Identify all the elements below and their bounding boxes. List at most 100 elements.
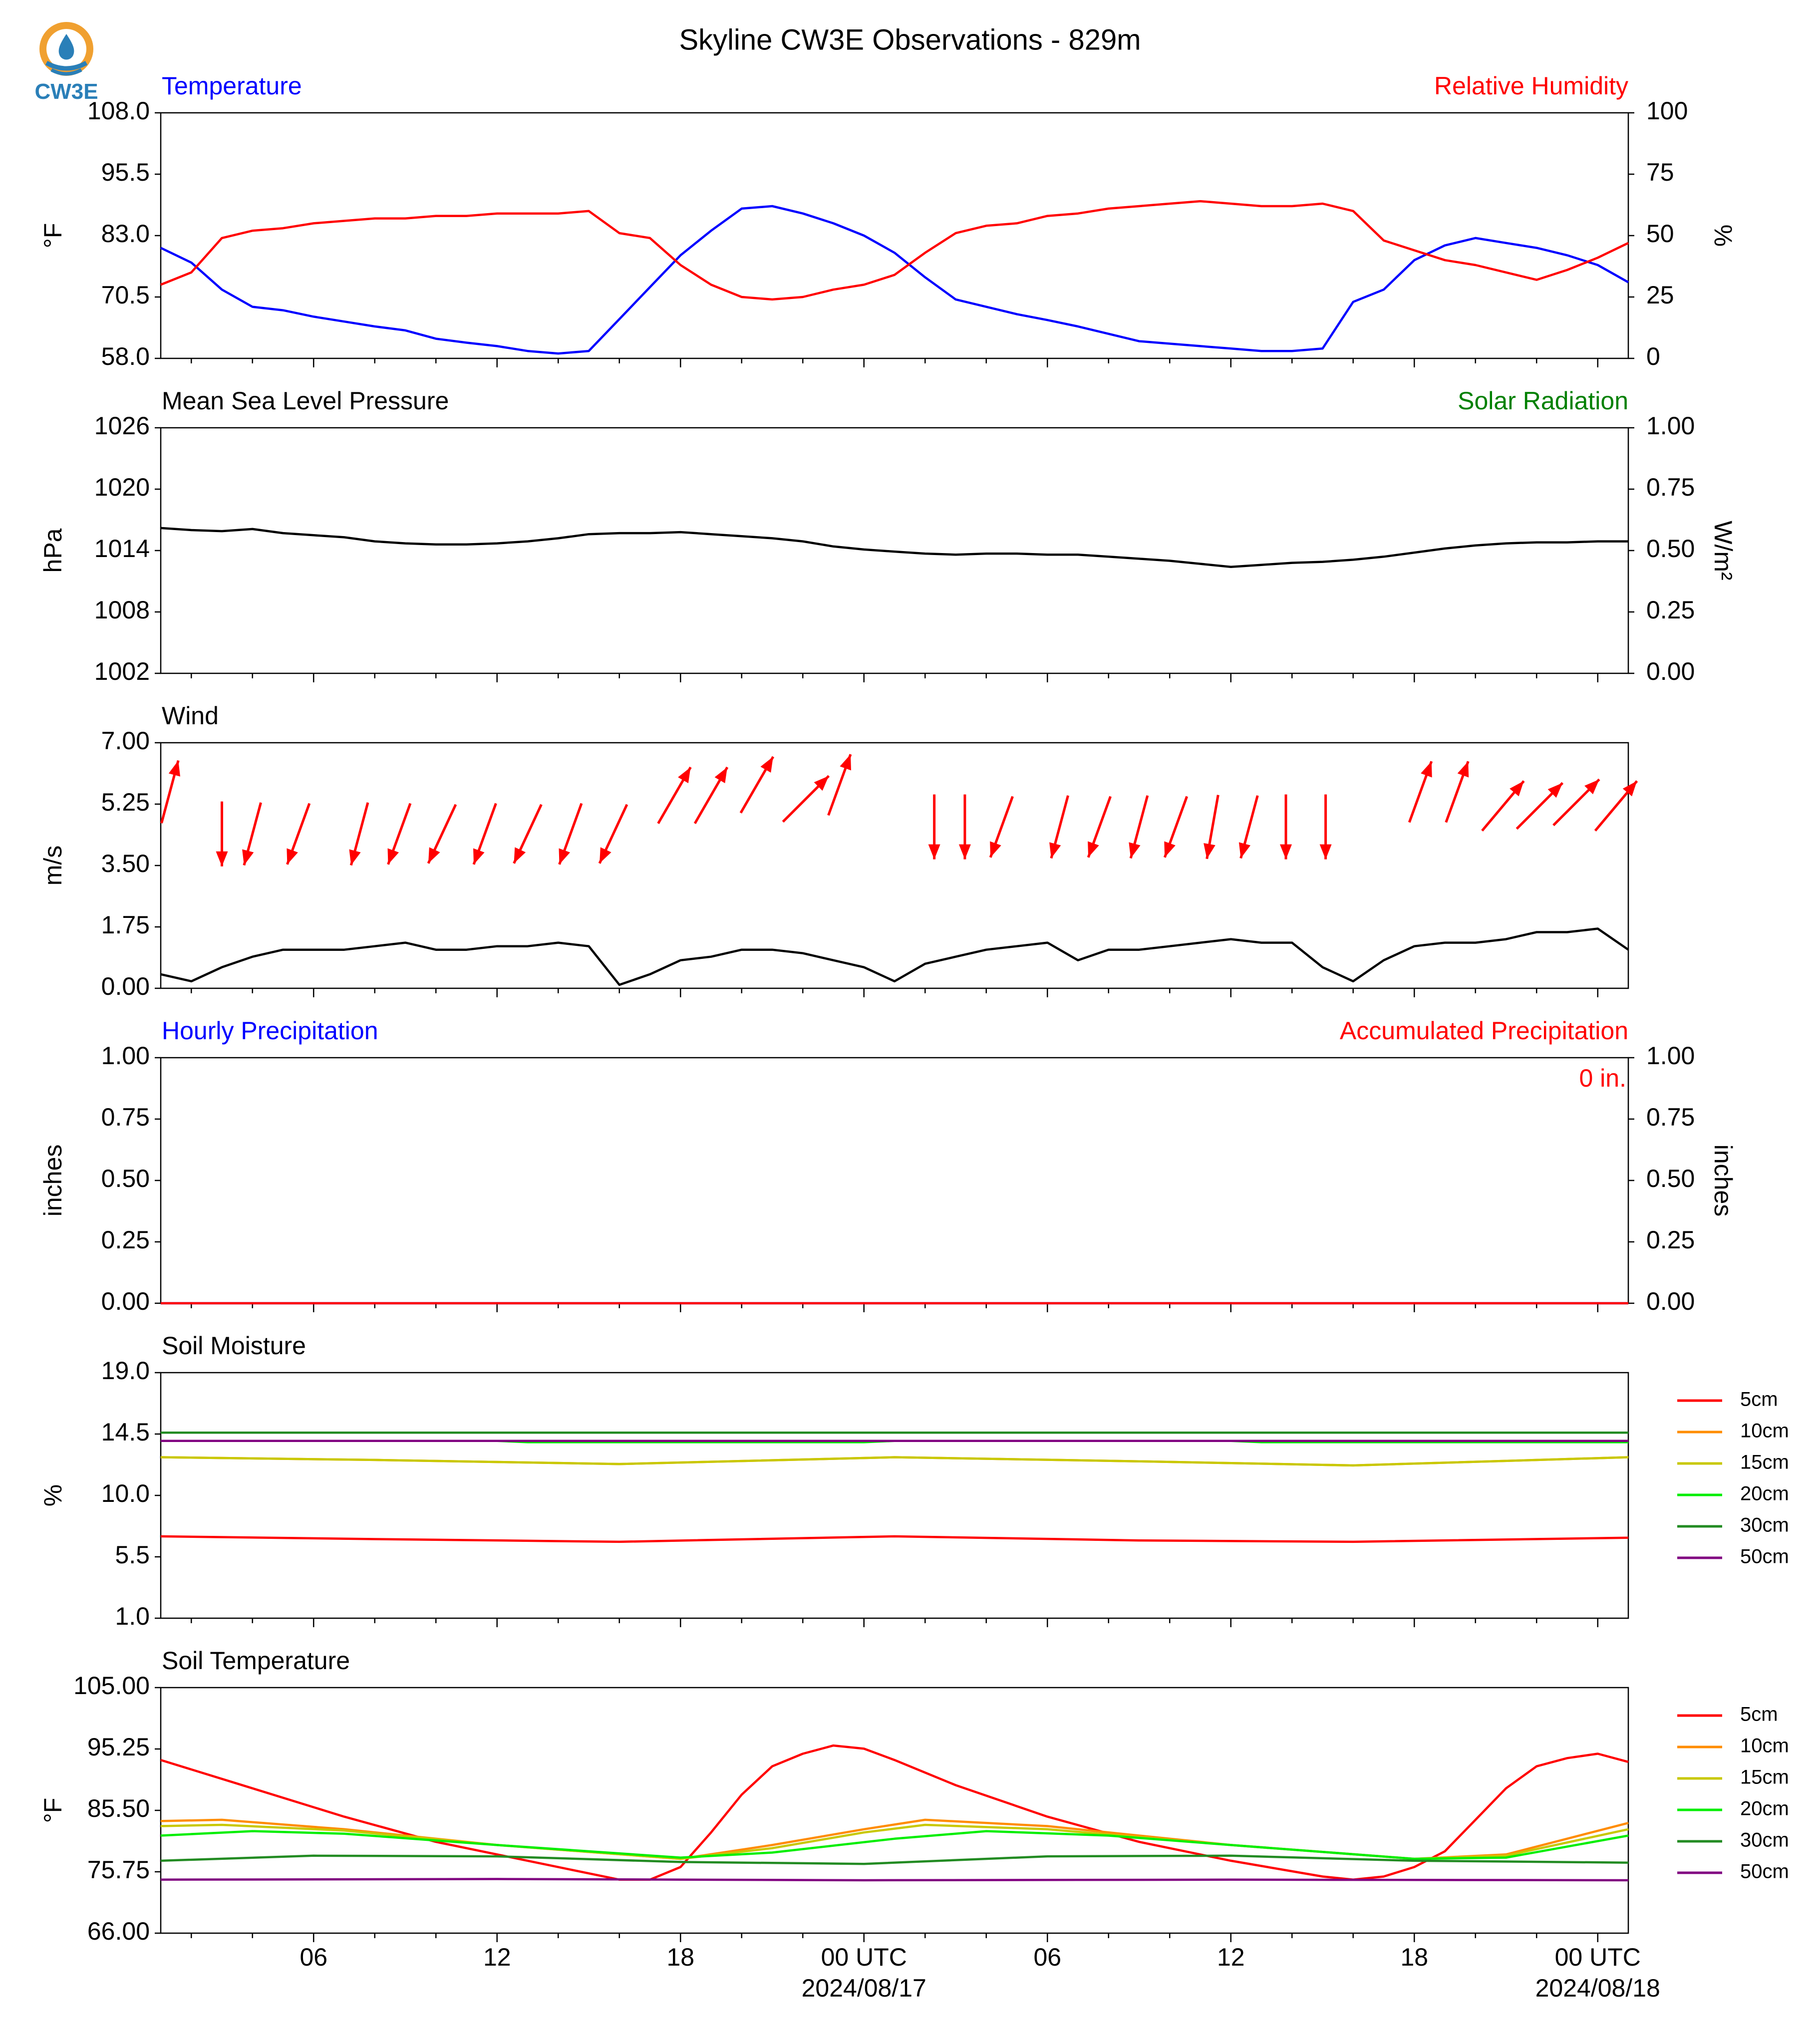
soil_moisture-legend-label: 30cm <box>1740 1514 1789 1536</box>
cw3e-logo: CW3E <box>29 15 104 104</box>
temperature-left-tick-label: 108.0 <box>87 97 150 125</box>
wind-arrow-head <box>514 847 526 864</box>
pressure-left-title: Mean Sea Level Pressure <box>162 387 449 415</box>
soil_moisture-series-5cm <box>160 1535 1629 1543</box>
x-tick-label: 06 <box>300 1943 327 1971</box>
soil_temp-legend-label: 50cm <box>1740 1861 1789 1883</box>
soil_temp-series-30cm <box>160 1854 1629 1865</box>
precip-right-tick-label: 0.00 <box>1646 1287 1695 1315</box>
wind-ylabel-left: m/s <box>39 846 67 886</box>
temperature-left-tick-label: 83.0 <box>101 220 150 248</box>
temperature-right-tick-label: 75 <box>1646 158 1674 186</box>
precip-right-tick-label: 0.75 <box>1646 1103 1695 1131</box>
temperature-series-relative-humidity <box>160 200 1629 301</box>
pressure-ylabel-left: hPa <box>39 528 67 573</box>
pressure-right-tick-label: 0.00 <box>1646 657 1695 685</box>
soil_temp-left-tick-label: 105.00 <box>73 1672 150 1700</box>
wind-arrow-head <box>428 847 440 864</box>
wind-arrow-head <box>168 760 181 777</box>
wind-arrow-head <box>559 848 571 865</box>
temperature-left-title: Temperature <box>162 72 302 100</box>
precip-left-tick-label: 1.00 <box>101 1042 150 1070</box>
soil_temp-legend-label: 10cm <box>1740 1735 1789 1757</box>
wind-arrow-head <box>242 849 254 866</box>
wind-left-title: Wind <box>162 702 219 730</box>
soil_moisture-left-tick-label: 10.0 <box>101 1479 150 1507</box>
wind-arrow-head <box>678 767 691 784</box>
x-date-label: 2024/08/17 <box>802 1974 926 2002</box>
wind-arrow-head <box>1421 761 1432 778</box>
soil_moisture-ylabel-left: % <box>39 1484 67 1506</box>
soil_temp-left-tick-label: 85.50 <box>87 1794 150 1822</box>
pressure-left-tick-label: 1008 <box>94 596 150 624</box>
soil_moisture-legend-label: 5cm <box>1740 1389 1778 1411</box>
wind-left-tick-label: 7.00 <box>101 727 150 755</box>
wind-frame <box>160 742 1629 989</box>
precip-ylabel-right: inches <box>1709 1145 1737 1217</box>
wind-arrow-head <box>1238 842 1251 859</box>
precip-frame <box>160 1057 1629 1304</box>
temperature-left-tick-label: 58.0 <box>101 342 150 370</box>
wind-arrow-head <box>349 849 361 866</box>
soil_moisture-legend-label: 15cm <box>1740 1451 1789 1473</box>
x-tick-label: 00 UTC <box>821 1943 907 1971</box>
x-tick-label: 00 UTC <box>1555 1943 1641 1971</box>
pressure-right-tick-label: 1.00 <box>1646 412 1695 440</box>
soil_temp-ylabel-left: °F <box>39 1798 67 1823</box>
wind-left-tick-label: 3.50 <box>101 850 150 877</box>
wind-arrow-head <box>814 776 829 791</box>
x-tick-label: 18 <box>666 1943 694 1971</box>
wind-arrow-head <box>1280 844 1292 860</box>
wind-left-tick-label: 0.00 <box>101 972 150 1000</box>
temperature-frame <box>160 112 1629 359</box>
soil_temp-legend-label: 15cm <box>1740 1766 1789 1788</box>
wind-series-wind-speed <box>160 927 1629 986</box>
precip-left-tick-label: 0.75 <box>101 1103 150 1131</box>
wind-arrow-head <box>1088 841 1099 858</box>
wind-arrow-head <box>473 848 485 865</box>
temperature-right-tick-label: 100 <box>1646 97 1688 125</box>
temperature-right-tick-label: 50 <box>1646 220 1674 248</box>
wind-arrow-head <box>1510 781 1524 797</box>
wind-arrow-head <box>760 757 773 773</box>
cw3e-logo-icon: CW3E <box>34 22 98 104</box>
wind-arrow-head <box>1622 781 1637 797</box>
soil_moisture-series-15cm <box>160 1456 1629 1467</box>
temperature-left-tick-label: 70.5 <box>101 281 150 309</box>
wind-arrow-head <box>990 841 1001 858</box>
x-date-label: 2024/08/18 <box>1535 1974 1660 2002</box>
soil_moisture-legend-label: 50cm <box>1740 1546 1789 1568</box>
wind-arrow-head <box>1129 842 1141 859</box>
wind-arrow-head <box>287 848 298 865</box>
x-tick-label: 18 <box>1400 1943 1428 1971</box>
precip-left-tick-label: 0.00 <box>101 1287 150 1315</box>
precip-accum-label: 0 in. <box>1579 1064 1626 1092</box>
wind-arrow-head <box>928 844 940 860</box>
temperature-right-title: Relative Humidity <box>1434 72 1628 100</box>
soil_moisture-legend-label: 10cm <box>1740 1420 1789 1442</box>
pressure-right-title: Solar Radiation <box>1458 387 1628 415</box>
wind-arrow-head <box>216 851 228 867</box>
pressure-right-tick-label: 0.25 <box>1646 596 1695 624</box>
pressure-left-tick-label: 1020 <box>94 473 150 501</box>
temperature-right-tick-label: 25 <box>1646 281 1674 309</box>
wind-arrow-head <box>1457 761 1469 778</box>
soil_moisture-left-title: Soil Moisture <box>162 1332 306 1360</box>
wind-arrow-head <box>840 754 851 771</box>
temperature-left-tick-label: 95.5 <box>101 158 150 186</box>
soil_temp-frame <box>160 1687 1629 1934</box>
soil_temp-left-tick-label: 66.00 <box>87 1917 150 1945</box>
soil_moisture-left-tick-label: 19.0 <box>101 1357 150 1385</box>
soil_temp-left-title: Soil Temperature <box>162 1647 350 1675</box>
soil_moisture-frame <box>160 1372 1629 1619</box>
soil_temp-series-50cm <box>160 1878 1629 1882</box>
precip-right-title: Accumulated Precipitation <box>1340 1017 1628 1045</box>
wind-arrow-head <box>1049 842 1061 859</box>
x-tick-label: 12 <box>483 1943 511 1971</box>
pressure-left-tick-label: 1002 <box>94 657 150 685</box>
pressure-right-tick-label: 0.50 <box>1646 535 1695 563</box>
precip-right-tick-label: 0.25 <box>1646 1226 1695 1254</box>
wind-arrow-head <box>958 844 971 860</box>
wind-arrow-head <box>387 848 399 865</box>
